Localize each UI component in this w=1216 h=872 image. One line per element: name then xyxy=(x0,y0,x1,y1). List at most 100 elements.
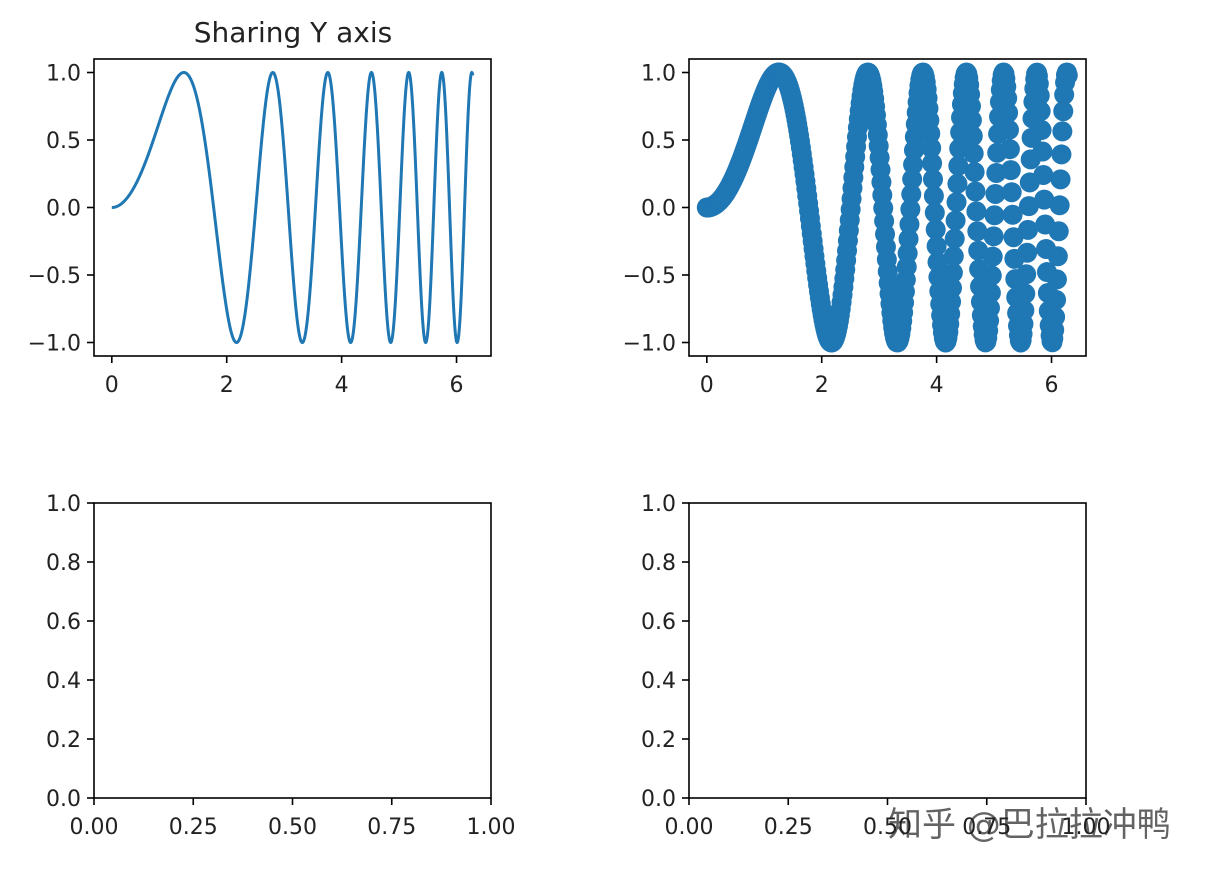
y-tick-label: 0.0 xyxy=(46,197,81,222)
scatter-point xyxy=(964,162,985,183)
scatter-point xyxy=(1051,144,1072,165)
scatter-point xyxy=(1046,289,1067,310)
x-tick-label: 2 xyxy=(220,373,234,398)
scatter-point xyxy=(944,228,965,249)
x-tick-label: 0.50 xyxy=(863,815,912,840)
scatter-point xyxy=(901,184,922,205)
scatter-point xyxy=(980,282,1001,303)
scatter-point xyxy=(920,123,941,144)
scatter-point xyxy=(902,169,923,190)
scatter-point xyxy=(926,236,947,257)
scatter-point xyxy=(1017,219,1038,240)
y-tick-label: −1.0 xyxy=(28,332,81,357)
scatter-point xyxy=(1001,182,1022,203)
x-tick-label: 2 xyxy=(815,373,829,398)
scatter-point xyxy=(985,183,1006,204)
scatter-point xyxy=(900,199,921,220)
x-tick-label: 4 xyxy=(335,373,349,398)
scatter-point xyxy=(1034,189,1055,210)
subplot-4: 0.00 0.25 0.50 0.75 1.00 1.0 0.8 0.6 0.4 0.2 0.0 xyxy=(641,492,1110,840)
y-tick-label: 1.0 xyxy=(641,62,676,87)
y-tick-label: 0.5 xyxy=(641,129,676,154)
x-tick-label: 0.00 xyxy=(665,815,714,840)
scatter-point xyxy=(1050,169,1071,190)
scatter-point xyxy=(967,221,988,242)
series-line xyxy=(111,70,475,345)
scatter-point xyxy=(998,119,1019,140)
watermark-text: 知乎 @巴拉拉冲鸭 xyxy=(888,805,1171,845)
scatter-point xyxy=(999,139,1020,160)
x-tick-label: 0.25 xyxy=(169,815,218,840)
y-tick-label: 0.4 xyxy=(641,669,676,694)
y-tick-label: −1.0 xyxy=(623,332,676,357)
scatter-point xyxy=(1017,242,1038,263)
scatter-point xyxy=(961,110,982,131)
x-tick-label: 0.75 xyxy=(367,815,416,840)
scatter-point xyxy=(981,265,1002,286)
y-tick-label: 0.8 xyxy=(641,551,676,576)
scatter-point xyxy=(947,173,968,194)
scatter-point xyxy=(1029,85,1050,106)
x-tick-label: 0.50 xyxy=(268,815,317,840)
scatter-point xyxy=(1014,300,1035,321)
scatter-point xyxy=(1015,283,1036,304)
scatter-point xyxy=(941,278,962,298)
y-tick-label: 1.0 xyxy=(46,62,81,87)
scatter-points xyxy=(696,62,1078,353)
x-tick-label: 6 xyxy=(1045,373,1059,398)
y-tick-label: 0.8 xyxy=(46,551,81,576)
scatter-point xyxy=(898,228,919,249)
scatter-point xyxy=(922,169,943,190)
y-tick-label: −0.5 xyxy=(28,264,81,289)
x-tick-label: 4 xyxy=(930,373,944,398)
scatter-point xyxy=(1032,141,1053,162)
x-tick-label: 6 xyxy=(450,373,464,398)
scatter-point xyxy=(1048,221,1069,242)
y-tick-label: 0.0 xyxy=(641,787,676,812)
scatter-point xyxy=(923,185,944,206)
x-tick-label: 0 xyxy=(105,373,119,398)
scatter-point xyxy=(924,202,945,223)
scatter-point xyxy=(966,201,987,222)
scatter-point xyxy=(997,88,1018,109)
scatter-point xyxy=(1031,120,1052,141)
scatter-point xyxy=(942,262,963,283)
scatter-point xyxy=(982,246,1003,267)
subplot-1: 0 2 4 6 1.0 0.5 0.0 −0.5 −1.0 xyxy=(28,58,492,398)
scatter-point xyxy=(1045,306,1066,327)
x-tick-label: 1.00 xyxy=(467,815,516,840)
scatter-point xyxy=(1047,246,1068,267)
scatter-point xyxy=(897,243,918,264)
scatter-point xyxy=(903,154,924,175)
subplot-3: 0.00 0.25 0.50 0.75 1.00 1.0 0.8 0.6 0.4 0.2 0.0 xyxy=(46,492,515,840)
scatter-point xyxy=(979,298,1000,319)
y-tick-label: 0.6 xyxy=(641,610,676,635)
y-tick-label: 0.6 xyxy=(46,610,81,635)
scatter-point xyxy=(1049,195,1070,216)
y-tick-label: 0.2 xyxy=(641,728,676,753)
subplot-2: 0 2 4 6 1.0 0.5 0.0 −0.5 −1.0 xyxy=(623,58,1087,398)
scatter-point xyxy=(1046,269,1067,290)
scatter-point xyxy=(922,153,943,174)
scatter-point xyxy=(965,181,986,202)
scatter-point xyxy=(1016,264,1037,285)
y-tick-label: 0.0 xyxy=(641,197,676,222)
y-tick-label: 1.0 xyxy=(46,492,81,517)
scatter-point xyxy=(962,126,983,146)
scatter-point xyxy=(1018,196,1039,217)
scatter-point xyxy=(1052,121,1073,142)
x-tick-label: 0 xyxy=(700,373,714,398)
scatter-point xyxy=(1057,65,1078,86)
scatter-point xyxy=(948,155,969,176)
x-tick-label: 0.75 xyxy=(962,815,1011,840)
scatter-point xyxy=(1053,101,1074,122)
scatter-point xyxy=(921,137,942,158)
scatter-point xyxy=(984,205,1005,226)
x-tick-label: 0.00 xyxy=(70,815,119,840)
scatter-point xyxy=(946,192,967,213)
scatter-point xyxy=(1033,164,1054,185)
chart-title-top-left: Sharing Y axis xyxy=(194,16,393,49)
scatter-point xyxy=(943,246,964,267)
y-tick-label: 0.4 xyxy=(46,669,81,694)
